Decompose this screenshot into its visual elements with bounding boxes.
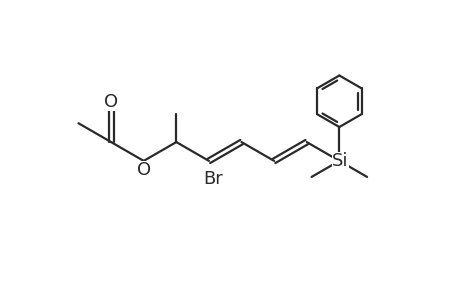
Text: Si: Si — [331, 152, 348, 170]
Text: O: O — [136, 161, 151, 179]
Text: O: O — [104, 93, 118, 111]
Text: Br: Br — [202, 170, 222, 188]
